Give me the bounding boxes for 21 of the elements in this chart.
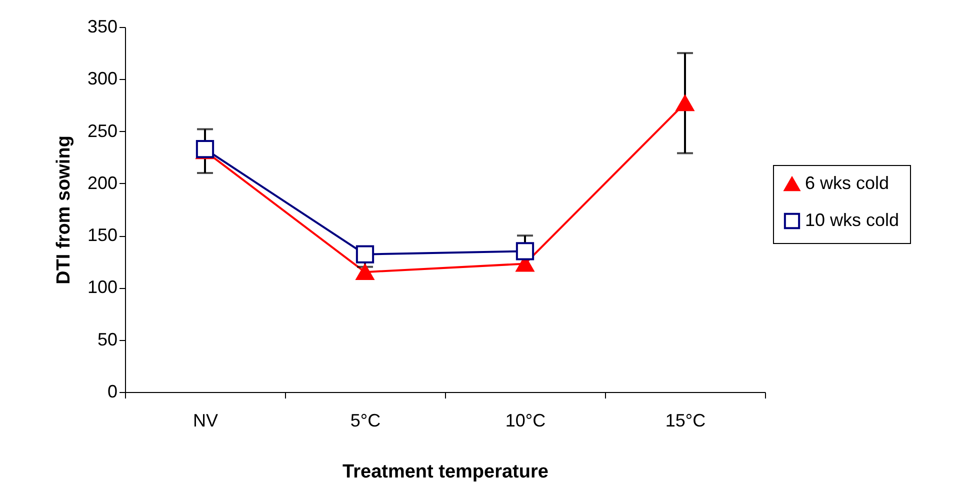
y-tick-label: 0 [107,382,118,402]
legend-label: 10 wks cold [805,210,900,230]
point [196,140,214,158]
y-tick-label: 350 [87,16,118,36]
x-tick-label: 15°C [665,410,706,430]
y-tick-label: 150 [87,225,118,246]
point [356,264,374,280]
x-tick-label: 10°C [505,410,546,430]
point [676,95,694,112]
x-tick-label: 5°C [350,410,381,430]
point [356,245,374,264]
y-tick-label: 300 [87,68,118,89]
y-axis-title: DTI from sowing [53,136,74,284]
y-tick-label: 200 [87,172,118,193]
y-tick-label: 50 [97,329,118,350]
legend-label: 6 wks cold [805,173,890,193]
x-axis-title: Treatment temperature [342,462,548,482]
point [516,242,534,260]
y-tick-label: 250 [87,120,118,141]
y-tick-label: 100 [87,277,118,298]
x-tick-label: NV [192,410,218,430]
